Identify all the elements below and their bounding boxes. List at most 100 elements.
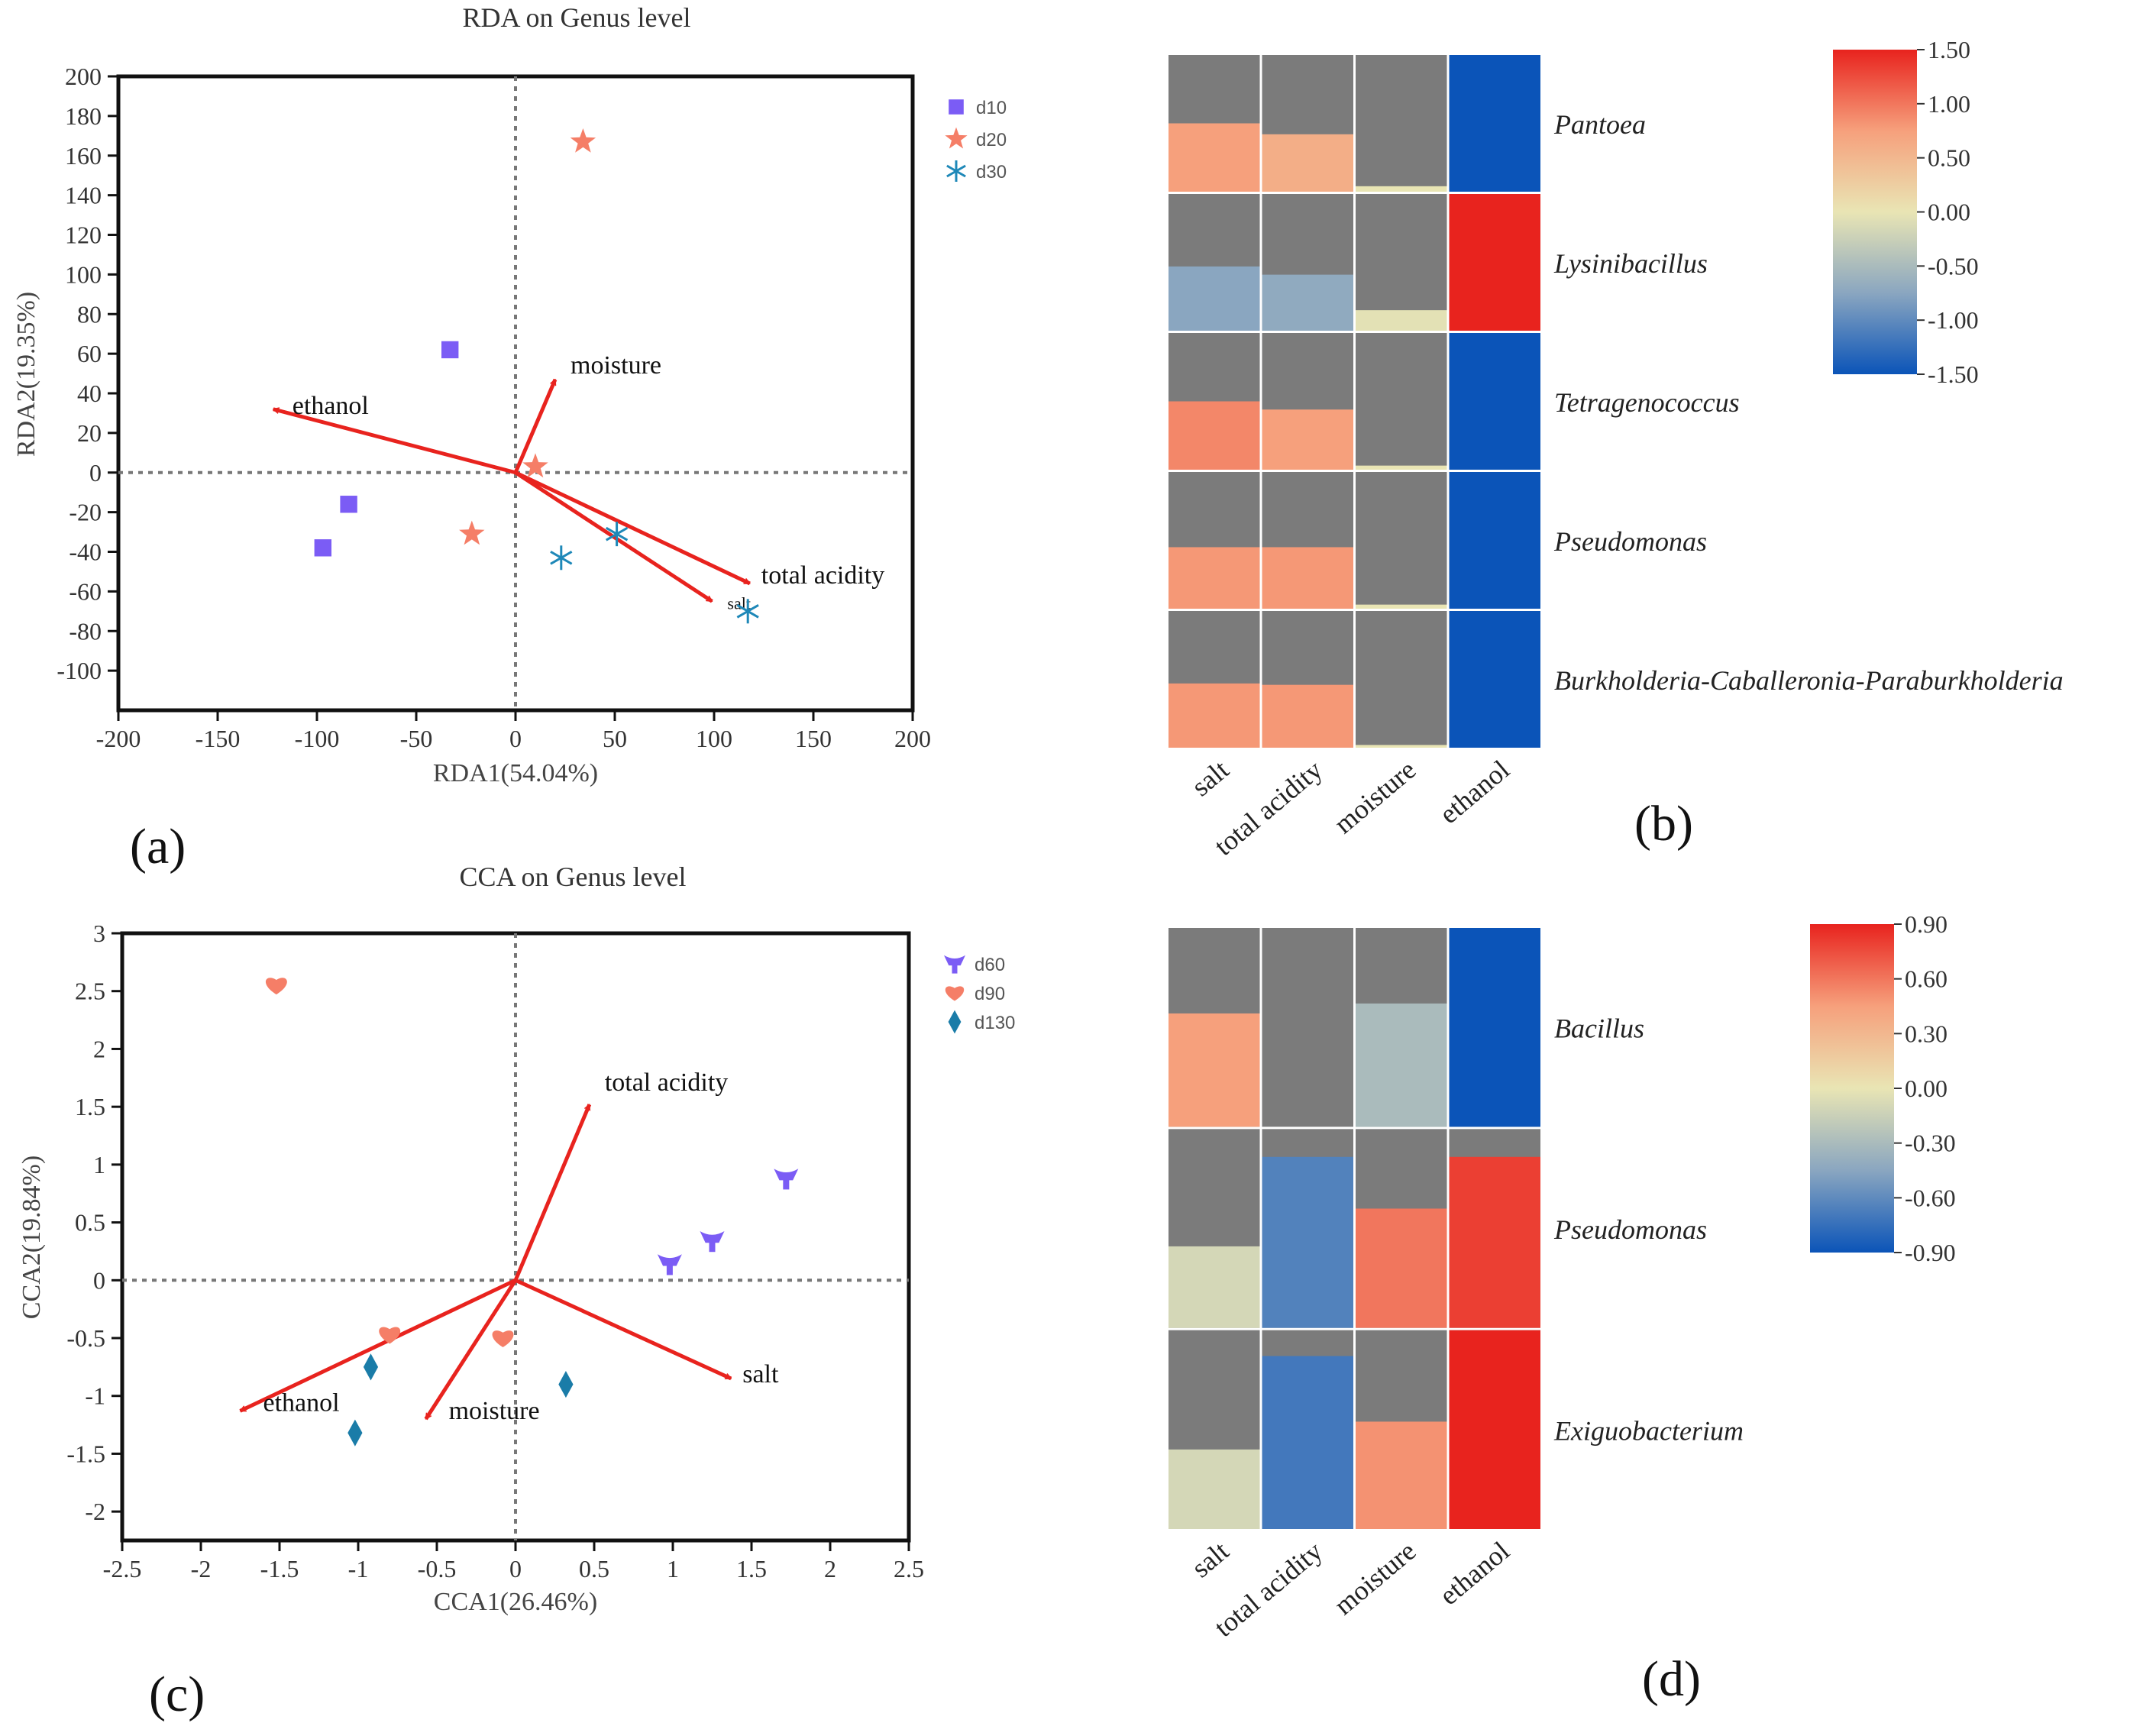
heatmap-cell-fill <box>1356 1003 1447 1127</box>
heatmap-cell-fill <box>1449 1330 1540 1529</box>
heatmap-cell-background <box>1356 472 1447 609</box>
y-tick-label: 3 <box>93 920 105 947</box>
heatmap-cell-fill <box>1262 547 1353 609</box>
point-d30 <box>736 599 759 624</box>
point-d20 <box>522 453 548 478</box>
y-tick-label: 0 <box>93 1266 105 1294</box>
points <box>265 978 799 1447</box>
heatmap-cell-fill <box>1169 1013 1260 1127</box>
colorbar-tick-label: 0.50 <box>1928 144 1970 172</box>
arrow-moisture <box>424 1279 518 1419</box>
tri-stem <box>952 962 958 974</box>
heatmap-column-label: ethanol <box>1434 1535 1515 1611</box>
y-axis-label: CCA2(19.84%) <box>18 1156 46 1319</box>
heatmap-cell-fill <box>1169 401 1260 470</box>
panel-label-c: (c) <box>149 1666 205 1722</box>
colorbar-tick-label: 1.50 <box>1928 36 1970 63</box>
y-axis-ticks: 200180160140120100806040200-20-40-60-80-… <box>57 63 118 684</box>
point-d20 <box>570 128 596 153</box>
x-tick-label: 150 <box>795 725 832 752</box>
panel-label-d: (d) <box>1642 1651 1701 1707</box>
colorbar-tick-label: -0.60 <box>1905 1184 1956 1211</box>
heatmap-cell-fill <box>1262 1156 1353 1328</box>
heatmap-row-label: Burkholderia-Caballeronia-Paraburkholder… <box>1554 665 2064 696</box>
colorbar-tick-label: 0.60 <box>1905 965 1948 993</box>
arrow-label: total acidity <box>761 561 884 590</box>
asterisk-stroke <box>605 526 629 541</box>
y-axis-ticks: 3 2.5 2 1.5 1 0.5 0 -0.5 -1 -1.5 -2 <box>66 920 122 1525</box>
cca-heatmap-panel: Bacillus Pseudomonas Exiguobacterium saltt… <box>1169 910 1956 1707</box>
tri-stem <box>666 1262 673 1275</box>
point-d60 <box>774 1169 799 1190</box>
heatmap-cell-fill <box>1356 604 1447 609</box>
y-tick-label: 180 <box>65 102 102 130</box>
zero-lines <box>122 933 909 1540</box>
arrow-ethanol <box>273 409 516 475</box>
point-d20 <box>459 520 485 545</box>
legend-label: d130 <box>975 1013 1015 1033</box>
point-d30 <box>946 160 966 182</box>
colorbar-tick-label: -0.50 <box>1928 252 1979 280</box>
heatmap-row-label: Pseudomonas <box>1553 1214 1707 1245</box>
heatmap-cell-fill <box>1356 745 1447 748</box>
heatmap-cell-background <box>1356 194 1447 331</box>
point-d30 <box>605 522 629 547</box>
y-axis-label: RDA2(19.35%) <box>12 292 40 457</box>
x-tick-label: 100 <box>696 725 732 752</box>
x-tick-label: -1 <box>348 1555 369 1582</box>
x-tick-label: -2.5 <box>103 1555 142 1582</box>
panel-label-b: (b) <box>1634 796 1693 852</box>
chart-title: RDA on Genus level <box>463 2 691 33</box>
heatmap-cell-fill <box>1449 55 1540 192</box>
heatmap-cell-fill <box>1262 1356 1353 1529</box>
heatmap-cells <box>1169 55 1540 748</box>
point-d10 <box>949 99 964 115</box>
legend-label: d10 <box>976 98 1007 118</box>
arrow-salt <box>514 1279 731 1381</box>
asterisk-stroke <box>550 550 573 565</box>
heatmap-cells <box>1169 928 1540 1529</box>
heatmap-cell-fill <box>1169 683 1260 748</box>
y-tick-label: 2 <box>93 1035 105 1062</box>
colorbar <box>1810 924 1894 1253</box>
arrow-label: ethanol <box>263 1388 340 1417</box>
x-axis-ticks: -2.5 -2 -1.5 -1 -0.5 0 0.5 1 1.5 2 2.5 <box>103 1540 924 1582</box>
heatmap-cell-fill <box>1449 928 1540 1127</box>
heatmap-cell-background <box>1356 333 1447 470</box>
x-tick-label: 50 <box>603 725 627 752</box>
arrow-label: moisture <box>571 351 661 380</box>
y-tick-label: -1 <box>85 1382 105 1410</box>
heatmap-cell-background <box>1356 55 1447 192</box>
arrow-label: moisture <box>449 1397 540 1425</box>
legend-label: d90 <box>975 984 1005 1004</box>
y-tick-label: 0 <box>89 459 102 487</box>
y-tick-label: 60 <box>77 340 102 367</box>
legend: d10 d20 d30 <box>945 98 1007 183</box>
heatmap-cell-fill <box>1169 547 1260 609</box>
heatmap-cell-fill <box>1356 186 1447 192</box>
heatmap-row-label: Pantoea <box>1553 109 1646 140</box>
y-tick-label: 40 <box>77 380 102 407</box>
heatmap-cell-fill <box>1169 266 1260 331</box>
heatmap-row-label: Lysinibacillus <box>1553 248 1708 279</box>
y-tick-label: 80 <box>77 300 102 328</box>
x-tick-label: 0 <box>509 725 522 752</box>
heatmap-cell-fill <box>1449 472 1540 609</box>
asterisk-stroke <box>736 604 759 619</box>
heatmap-cell-fill <box>1356 310 1447 331</box>
panel-label-a: (a) <box>130 819 186 874</box>
heatmap-cell-fill <box>1356 465 1447 470</box>
point-d130 <box>948 1010 962 1034</box>
y-tick-label: -1.5 <box>66 1440 105 1467</box>
chart-title: CCA on Genus level <box>460 862 687 892</box>
y-tick-label: -20 <box>69 499 102 526</box>
x-tick-label: 0.5 <box>579 1555 609 1582</box>
arrow-moisture <box>513 380 558 474</box>
y-tick-label: 100 <box>65 260 102 288</box>
x-axis-ticks: -200 -150 -100 -50 0 50 100 150 200 <box>96 710 931 752</box>
point-d10 <box>314 539 331 557</box>
heatmap-column-label: moisture <box>1328 754 1421 839</box>
colorbar-tick-label: -0.30 <box>1905 1130 1956 1157</box>
